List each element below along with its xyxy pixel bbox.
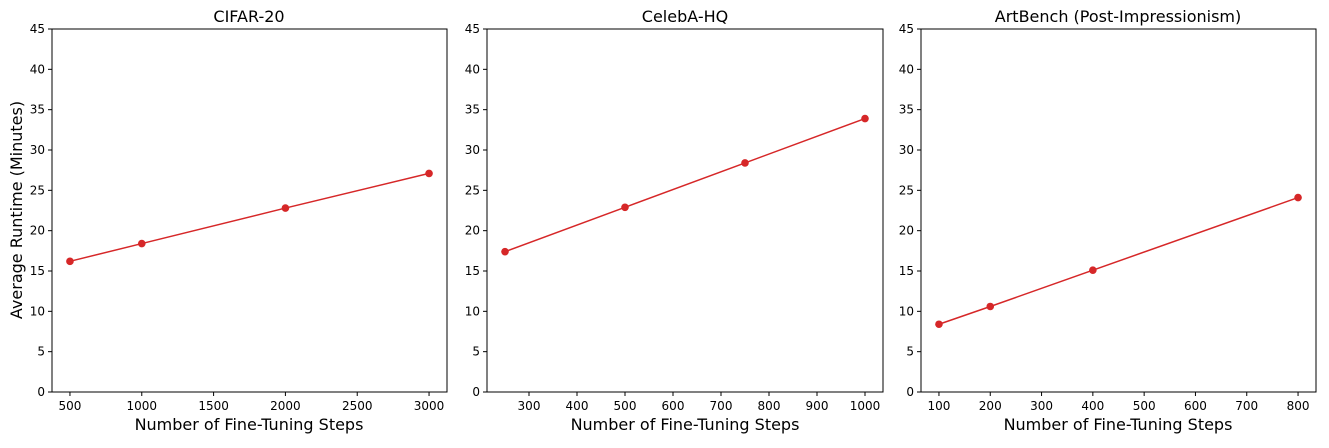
x-axis-label: Number of Fine-Tuning Steps bbox=[571, 415, 800, 434]
y-tick-label: 20 bbox=[899, 224, 914, 238]
x-tick-label: 800 bbox=[1287, 399, 1310, 413]
chart-title: ArtBench (Post-Impressionism) bbox=[995, 7, 1241, 26]
data-point bbox=[281, 204, 290, 212]
y-tick-label: 25 bbox=[465, 183, 480, 197]
chart-title: CelebA-HQ bbox=[642, 7, 728, 26]
y-tick-label: 35 bbox=[30, 103, 45, 117]
data-point bbox=[1089, 266, 1097, 274]
y-tick-label: 30 bbox=[465, 143, 480, 157]
plot-area-frame bbox=[920, 28, 1317, 393]
y-tick-label: 20 bbox=[30, 224, 45, 238]
x-axis-label: Number of Fine-Tuning Steps bbox=[135, 415, 364, 434]
x-tick-label: 400 bbox=[566, 399, 589, 413]
y-tick-label: 45 bbox=[30, 22, 45, 36]
data-point bbox=[741, 159, 749, 167]
y-tick-label: 45 bbox=[465, 22, 480, 36]
y-tick-label: 30 bbox=[30, 143, 45, 157]
y-tick-label: 25 bbox=[30, 183, 45, 197]
y-tick-label: 25 bbox=[899, 183, 914, 197]
x-tick-label: 800 bbox=[758, 399, 781, 413]
x-axis-label: Number of Fine-Tuning Steps bbox=[1004, 415, 1233, 434]
y-tick-label: 0 bbox=[472, 385, 480, 399]
y-tick-label: 20 bbox=[465, 224, 480, 238]
y-tick-label: 10 bbox=[30, 304, 45, 318]
panel-celeba-hq: CelebA-HQ Number of Fine-Tuning Steps 0 5… bbox=[465, 7, 884, 434]
data-point bbox=[621, 203, 629, 212]
y-tick-label: 45 bbox=[899, 22, 914, 36]
y-tick-label: 0 bbox=[906, 385, 914, 399]
y-tick-label: 5 bbox=[472, 345, 480, 359]
x-tick-label: 500 bbox=[59, 399, 82, 413]
series-line bbox=[938, 196, 1299, 325]
x-tick-label: 100 bbox=[928, 399, 951, 413]
panel-artbench: ArtBench (Post-Impressionism) Number of … bbox=[899, 7, 1317, 434]
y-tick-label: 40 bbox=[30, 62, 45, 76]
plot-area-frame bbox=[51, 28, 448, 393]
x-tick-label: 700 bbox=[1235, 399, 1258, 413]
y-tick-label: 15 bbox=[30, 264, 45, 278]
x-tick-label: 700 bbox=[710, 399, 733, 413]
panel-cifar-20: CIFAR-20 Number of Fine-Tuning Steps 0 5 1… bbox=[30, 7, 448, 434]
x-tick-label: 1000 bbox=[126, 399, 157, 413]
series-line bbox=[69, 172, 430, 263]
y-tick-label: 15 bbox=[899, 264, 914, 278]
x-tick-label: 300 bbox=[1030, 399, 1053, 413]
data-point bbox=[425, 169, 433, 178]
y-tick-label: 10 bbox=[899, 304, 914, 318]
series-line bbox=[504, 117, 866, 253]
data-point bbox=[66, 257, 74, 266]
x-tick-label: 300 bbox=[518, 399, 541, 413]
y-tick-label: 35 bbox=[465, 103, 480, 117]
data-point bbox=[986, 302, 995, 311]
x-tick-label: 1500 bbox=[198, 399, 229, 413]
x-tick-label: 2000 bbox=[270, 399, 301, 413]
y-tick-label: 15 bbox=[465, 264, 480, 278]
y-tick-label: 0 bbox=[37, 385, 45, 399]
y-tick-label: 10 bbox=[465, 304, 480, 318]
x-tick-label: 600 bbox=[662, 399, 685, 413]
y-tick-label: 40 bbox=[899, 62, 914, 76]
x-tick-label: 900 bbox=[806, 399, 829, 413]
x-tick-label: 600 bbox=[1184, 399, 1207, 413]
plot-area-frame bbox=[486, 28, 884, 393]
x-tick-label: 1000 bbox=[850, 399, 881, 413]
y-tick-label: 5 bbox=[37, 345, 45, 359]
x-tick-label: 500 bbox=[614, 399, 637, 413]
y-tick-label: 30 bbox=[899, 143, 914, 157]
y-tick-label: 5 bbox=[906, 345, 914, 359]
chart-title: CIFAR-20 bbox=[213, 7, 284, 26]
data-point bbox=[501, 247, 509, 256]
data-point bbox=[1294, 193, 1302, 202]
data-point bbox=[137, 239, 146, 248]
y-axis-label: Average Runtime (Minutes) bbox=[7, 101, 26, 319]
x-tick-label: 500 bbox=[1133, 399, 1156, 413]
y-tick-label: 35 bbox=[899, 103, 914, 117]
x-tick-label: 400 bbox=[1081, 399, 1104, 413]
data-point bbox=[935, 320, 943, 329]
y-tick-label: 40 bbox=[465, 62, 480, 76]
data-point bbox=[861, 114, 869, 123]
x-tick-label: 3000 bbox=[414, 399, 445, 413]
x-tick-label: 2500 bbox=[342, 399, 373, 413]
x-tick-label: 200 bbox=[979, 399, 1002, 413]
